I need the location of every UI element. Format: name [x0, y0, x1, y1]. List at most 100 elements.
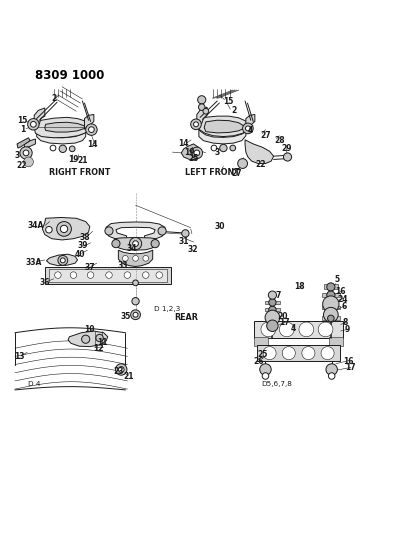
Bar: [49, 269, 167, 281]
Text: 5: 5: [333, 275, 338, 284]
Bar: [321, 317, 339, 320]
Text: 21: 21: [123, 372, 133, 381]
Circle shape: [317, 322, 332, 337]
Text: 19: 19: [184, 148, 194, 157]
Bar: [264, 301, 279, 304]
Circle shape: [298, 322, 313, 337]
Circle shape: [301, 346, 314, 360]
Circle shape: [263, 346, 275, 360]
Text: 39: 39: [78, 241, 88, 250]
Text: 15: 15: [17, 116, 27, 125]
Circle shape: [60, 225, 67, 232]
Circle shape: [122, 255, 128, 261]
Text: 7: 7: [274, 292, 280, 301]
Circle shape: [130, 310, 140, 320]
Circle shape: [181, 230, 189, 237]
Text: 4: 4: [290, 324, 295, 333]
Polygon shape: [45, 122, 84, 132]
Circle shape: [45, 227, 52, 233]
Circle shape: [202, 108, 208, 114]
Text: 27: 27: [260, 131, 270, 140]
Text: 19: 19: [68, 155, 79, 164]
Circle shape: [245, 126, 250, 131]
Circle shape: [157, 227, 166, 235]
Text: 9: 9: [344, 325, 349, 334]
Circle shape: [81, 335, 90, 343]
Circle shape: [191, 147, 202, 159]
Circle shape: [27, 118, 39, 130]
Text: 22: 22: [254, 160, 265, 169]
Circle shape: [326, 291, 334, 299]
Polygon shape: [196, 116, 249, 136]
Polygon shape: [84, 115, 94, 129]
Circle shape: [105, 227, 113, 235]
Circle shape: [281, 346, 294, 360]
Circle shape: [106, 272, 112, 278]
Text: 25: 25: [256, 350, 267, 359]
Text: 30: 30: [213, 222, 224, 231]
Circle shape: [237, 159, 247, 168]
Polygon shape: [196, 107, 207, 126]
Text: 15: 15: [223, 96, 233, 106]
Circle shape: [54, 272, 61, 278]
Circle shape: [151, 239, 159, 248]
Circle shape: [87, 272, 94, 278]
Circle shape: [262, 373, 268, 379]
Circle shape: [133, 241, 138, 246]
Circle shape: [133, 255, 138, 261]
Polygon shape: [17, 138, 30, 148]
Text: 22: 22: [17, 160, 27, 169]
Circle shape: [88, 127, 94, 133]
Circle shape: [323, 308, 337, 322]
Circle shape: [96, 334, 103, 342]
Circle shape: [30, 122, 36, 127]
Bar: [321, 306, 339, 309]
Polygon shape: [34, 117, 90, 138]
Bar: [45, 266, 171, 284]
Text: 23: 23: [113, 367, 124, 376]
Circle shape: [155, 272, 162, 278]
Circle shape: [268, 306, 275, 313]
Bar: [254, 337, 267, 346]
Circle shape: [50, 145, 56, 151]
Polygon shape: [36, 130, 85, 144]
Text: 34A: 34A: [27, 221, 43, 230]
Text: REAR: REAR: [174, 313, 198, 322]
Text: RIGHT FRONT: RIGHT FRONT: [49, 168, 110, 177]
Text: 34: 34: [126, 244, 136, 253]
Circle shape: [327, 315, 333, 321]
Bar: [264, 308, 279, 311]
Polygon shape: [181, 144, 200, 159]
Text: 35: 35: [120, 312, 130, 321]
Circle shape: [85, 124, 97, 135]
Text: 28: 28: [273, 136, 284, 145]
Circle shape: [322, 296, 338, 312]
Circle shape: [190, 119, 201, 130]
Polygon shape: [198, 129, 245, 144]
Text: 3: 3: [214, 148, 219, 157]
Circle shape: [229, 145, 235, 151]
Circle shape: [193, 122, 198, 127]
Circle shape: [197, 96, 205, 104]
Circle shape: [112, 239, 120, 248]
Circle shape: [129, 238, 142, 250]
Circle shape: [142, 272, 148, 278]
Polygon shape: [118, 250, 152, 266]
Polygon shape: [42, 217, 90, 240]
Circle shape: [320, 346, 333, 360]
Bar: [323, 284, 337, 289]
Text: 2: 2: [231, 106, 236, 115]
Text: D 4: D 4: [28, 381, 41, 387]
Text: 4: 4: [247, 126, 252, 135]
Circle shape: [69, 146, 75, 152]
Text: 26: 26: [253, 357, 263, 366]
Circle shape: [219, 144, 227, 152]
Text: 16: 16: [335, 287, 345, 296]
Circle shape: [143, 255, 148, 261]
Circle shape: [132, 297, 139, 305]
Text: 31: 31: [178, 237, 189, 246]
Polygon shape: [68, 331, 108, 346]
Circle shape: [115, 364, 127, 375]
Circle shape: [283, 153, 291, 161]
Text: 1: 1: [20, 125, 26, 134]
